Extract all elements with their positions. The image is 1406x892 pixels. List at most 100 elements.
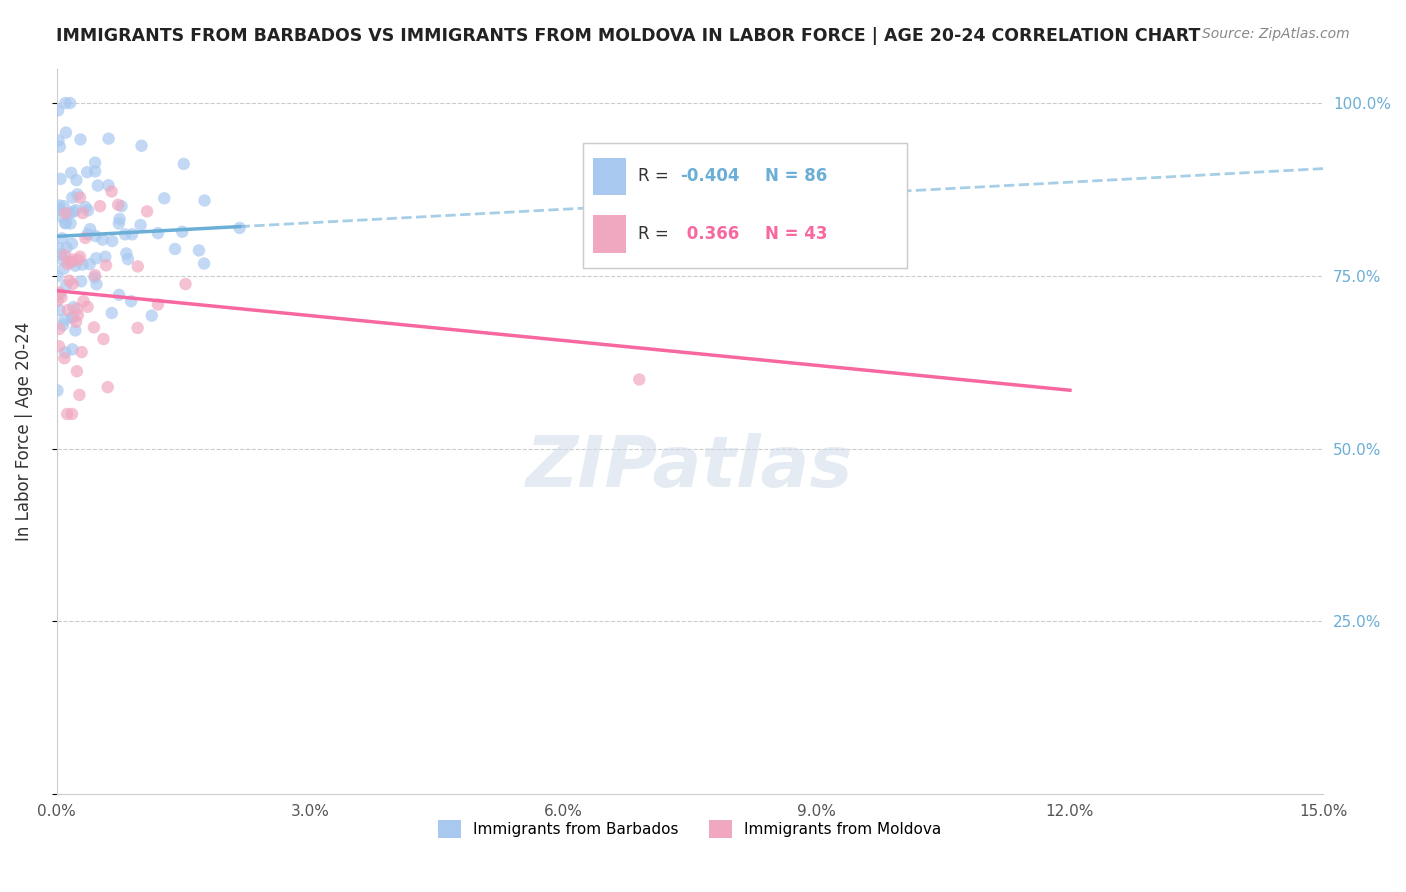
Immigrants from Moldova	[83, 320, 105, 334]
Immigrants from Moldova	[70, 345, 93, 359]
Immigrants from Moldova	[127, 260, 149, 274]
Immigrants from Barbados	[108, 212, 131, 227]
Immigrants from Barbados	[129, 218, 152, 232]
Immigrants from Barbados	[48, 202, 70, 217]
Immigrants from Barbados	[60, 190, 83, 204]
Immigrants from Barbados	[49, 172, 72, 186]
Immigrants from Barbados	[48, 303, 70, 318]
FancyBboxPatch shape	[593, 215, 626, 252]
Immigrants from Barbados	[84, 252, 107, 266]
Immigrants from Moldova	[72, 294, 94, 309]
Immigrants from Moldova	[84, 268, 107, 282]
Immigrants from Barbados	[53, 216, 76, 230]
Immigrants from Barbados	[65, 173, 87, 187]
Immigrants from Barbados	[79, 257, 101, 271]
Immigrants from Barbados	[153, 191, 176, 205]
Immigrants from Moldova	[48, 339, 70, 353]
Immigrants from Barbados	[53, 345, 76, 359]
Immigrants from Moldova	[97, 380, 120, 394]
Immigrants from Moldova	[94, 258, 117, 272]
Immigrants from Barbados	[187, 244, 209, 258]
Immigrants from Moldova	[60, 252, 83, 267]
Immigrants from Barbados	[52, 261, 75, 276]
Immigrants from Barbados	[100, 306, 122, 320]
Immigrants from Barbados	[91, 233, 114, 247]
Immigrants from Moldova	[76, 300, 98, 314]
Immigrants from Barbados	[114, 227, 136, 242]
Immigrants from Barbados	[46, 103, 69, 118]
Immigrants from Barbados	[49, 287, 72, 301]
Immigrants from Moldova	[55, 206, 77, 220]
Immigrants from Barbados	[49, 247, 72, 261]
Immigrants from Moldova	[53, 248, 76, 262]
Immigrants from Barbados	[59, 217, 82, 231]
Immigrants from Moldova	[174, 277, 197, 291]
Immigrants from Moldova	[146, 297, 169, 311]
Immigrants from Barbados	[108, 288, 131, 302]
Immigrants from Barbados	[51, 210, 73, 224]
Immigrants from Barbados	[87, 178, 110, 193]
Immigrants from Barbados	[193, 194, 215, 208]
Immigrants from Moldova	[69, 190, 91, 204]
Text: R =: R =	[638, 168, 675, 186]
Text: 0.366: 0.366	[681, 225, 738, 243]
Immigrants from Barbados	[108, 217, 131, 231]
Immigrants from Barbados	[48, 241, 70, 255]
Immigrants from Barbados	[97, 131, 120, 145]
Immigrants from Barbados	[97, 178, 120, 193]
Immigrants from Moldova	[107, 198, 129, 212]
Text: R =: R =	[638, 225, 675, 243]
Immigrants from Moldova	[69, 250, 91, 264]
Immigrants from Barbados	[172, 225, 194, 239]
Immigrants from Moldova	[65, 315, 87, 329]
Immigrants from Barbados	[84, 155, 107, 169]
Immigrants from Moldova	[48, 322, 70, 336]
Immigrants from Moldova	[51, 290, 73, 304]
Immigrants from Barbados	[76, 227, 98, 242]
Immigrants from Moldova	[60, 407, 83, 421]
Immigrants from Barbados	[228, 221, 250, 235]
Immigrants from Moldova	[136, 204, 159, 219]
Immigrants from Barbados	[76, 165, 98, 179]
FancyBboxPatch shape	[593, 158, 626, 195]
Immigrants from Barbados	[101, 234, 124, 248]
Immigrants from Moldova	[62, 277, 84, 291]
Immigrants from Barbados	[173, 157, 195, 171]
Immigrants from Barbados	[48, 134, 70, 148]
Immigrants from Barbados	[84, 229, 107, 244]
Immigrants from Barbados	[86, 277, 108, 292]
Immigrants from Moldova	[72, 206, 94, 220]
Immigrants from Barbados	[46, 384, 69, 398]
Immigrants from Barbados	[55, 241, 77, 255]
Immigrants from Barbados	[55, 126, 77, 140]
Immigrants from Barbados	[141, 309, 163, 323]
Immigrants from Barbados	[59, 96, 82, 111]
Immigrants from Barbados	[131, 138, 153, 153]
Immigrants from Barbados	[66, 187, 89, 202]
Immigrants from Barbados	[65, 203, 87, 218]
Text: N = 86: N = 86	[765, 168, 827, 186]
Immigrants from Barbados	[94, 250, 117, 264]
Immigrants from Moldova	[46, 294, 69, 309]
Immigrants from Moldova	[93, 332, 115, 346]
Immigrants from Moldova	[67, 252, 90, 267]
Immigrants from Moldova	[67, 388, 90, 402]
Immigrants from Barbados	[193, 256, 215, 270]
Immigrants from Moldova	[66, 308, 89, 322]
Immigrants from Barbados	[48, 198, 70, 212]
Immigrants from Moldova	[89, 199, 111, 213]
Immigrants from Barbados	[60, 166, 83, 180]
Immigrants from Moldova	[58, 274, 80, 288]
Immigrants from Barbados	[52, 318, 75, 332]
Immigrants from Barbados	[60, 310, 83, 325]
Immigrants from Moldova	[56, 407, 79, 421]
Immigrants from Moldova	[60, 255, 83, 269]
Immigrants from Barbados	[110, 199, 132, 213]
Immigrants from Barbados	[62, 204, 84, 219]
Immigrants from Moldova	[53, 351, 76, 366]
Immigrants from Barbados	[79, 222, 101, 236]
Immigrants from Barbados	[65, 259, 87, 273]
Immigrants from Barbados	[53, 96, 76, 111]
Immigrants from Barbados	[52, 252, 75, 267]
Immigrants from Barbados	[60, 255, 83, 269]
